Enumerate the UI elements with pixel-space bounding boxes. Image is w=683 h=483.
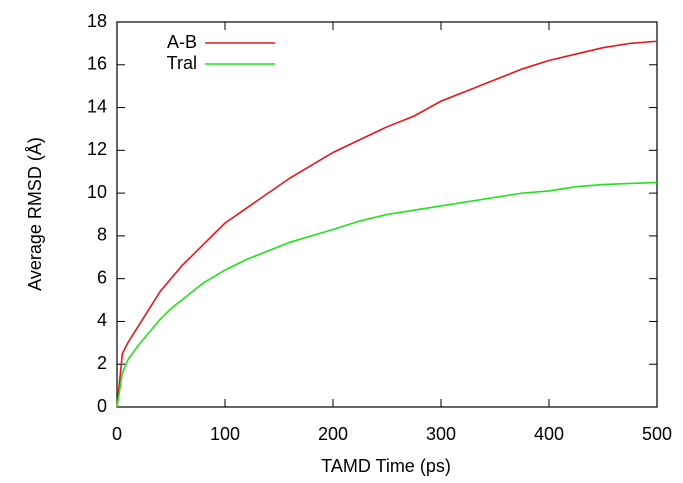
y-tick-label: 8 [97, 225, 107, 245]
y-tick-label: 10 [87, 182, 107, 202]
data-line [116, 181, 658, 408]
x-tick-label: 300 [426, 424, 456, 444]
y-tick-label: 18 [87, 11, 107, 31]
y-tick-label: 4 [97, 310, 107, 330]
legend-label: A-B [167, 32, 197, 52]
y-tick-label: 16 [87, 54, 107, 74]
x-tick-label: 200 [318, 424, 348, 444]
y-tick-label: 6 [97, 267, 107, 287]
x-tick-label: 500 [642, 424, 672, 444]
x-axis-label: TAMD Time (ps) [321, 456, 451, 476]
y-tick-label: 14 [87, 96, 107, 116]
plot-frame [116, 21, 658, 408]
x-tick-label: 0 [112, 424, 122, 444]
data-line [116, 40, 658, 408]
y-tick-label: 12 [87, 139, 107, 159]
y-tick-label: 2 [97, 353, 107, 373]
legend-label: Tral [167, 53, 197, 73]
y-tick-label: 0 [97, 396, 107, 416]
x-tick-label: 100 [210, 424, 240, 444]
y-axis-label: Average RMSD (Å) [25, 137, 45, 291]
x-tick-label: 400 [534, 424, 564, 444]
